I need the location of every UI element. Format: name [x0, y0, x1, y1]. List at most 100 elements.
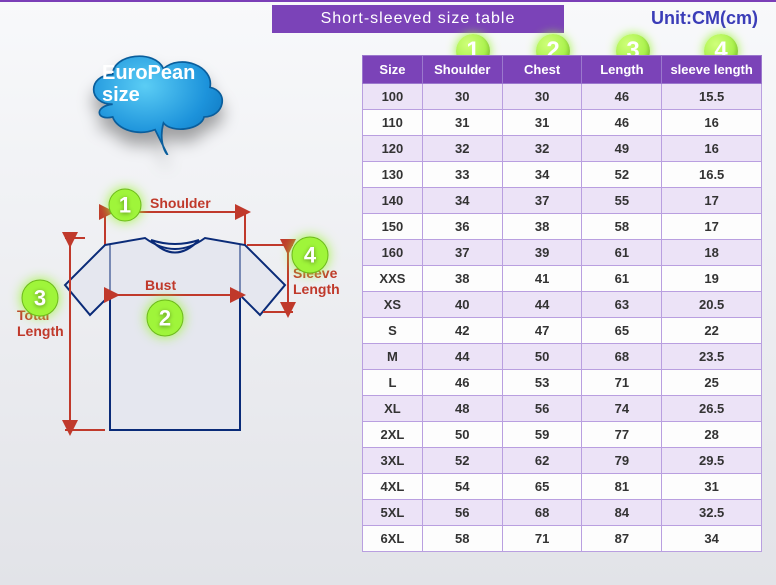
- table-cell: S: [363, 318, 423, 344]
- table-row: 15036385817: [363, 214, 762, 240]
- table-cell: 38: [422, 266, 502, 292]
- table-cell: 59: [502, 422, 582, 448]
- table-cell: 42: [422, 318, 502, 344]
- table-cell: 6XL: [363, 526, 423, 552]
- table-row: 2XL50597728: [363, 422, 762, 448]
- table-cell: 30: [502, 84, 582, 110]
- table-cell: 68: [502, 500, 582, 526]
- table-cell: 16.5: [662, 162, 762, 188]
- col-size: Size: [363, 56, 423, 84]
- table-cell: 4XL: [363, 474, 423, 500]
- col-shoulder: Shoulder: [422, 56, 502, 84]
- svg-text:4: 4: [304, 243, 317, 268]
- table-cell: 71: [502, 526, 582, 552]
- table-cell: 48: [422, 396, 502, 422]
- table-cell: 26.5: [662, 396, 762, 422]
- col-chest: Chest: [502, 56, 582, 84]
- table-cell: 150: [363, 214, 423, 240]
- table-cell: 110: [363, 110, 423, 136]
- table-row: 6XL58718734: [363, 526, 762, 552]
- table-cell: 84: [582, 500, 662, 526]
- table-cell: 74: [582, 396, 662, 422]
- table-cell: 41: [502, 266, 582, 292]
- svg-text:1: 1: [119, 193, 131, 218]
- table-cell: 58: [582, 214, 662, 240]
- table-cell: XL: [363, 396, 423, 422]
- table-cell: 46: [582, 110, 662, 136]
- table-cell: 36: [422, 214, 502, 240]
- table-cell: 77: [582, 422, 662, 448]
- table-cell: 47: [502, 318, 582, 344]
- table-row: 4XL54658131: [363, 474, 762, 500]
- table-cell: 52: [582, 162, 662, 188]
- table-cell: 31: [422, 110, 502, 136]
- table-cell: 46: [582, 84, 662, 110]
- table-cell: 49: [582, 136, 662, 162]
- table-cell: 25: [662, 370, 762, 396]
- table-cell: 37: [422, 240, 502, 266]
- table-cell: 2XL: [363, 422, 423, 448]
- table-cell: 20.5: [662, 292, 762, 318]
- label-shoulder: Shoulder: [150, 195, 211, 211]
- table-cell: 16: [662, 110, 762, 136]
- table-cell: 140: [363, 188, 423, 214]
- svg-text:3: 3: [34, 286, 46, 311]
- table-cell: 17: [662, 188, 762, 214]
- table-cell: 31: [502, 110, 582, 136]
- table-cell: 71: [582, 370, 662, 396]
- table-cell: 23.5: [662, 344, 762, 370]
- table-cell: 34: [502, 162, 582, 188]
- col-sleeve-length: sleeve length: [662, 56, 762, 84]
- table-cell: 63: [582, 292, 662, 318]
- table-cell: 52: [422, 448, 502, 474]
- table-cell: 65: [502, 474, 582, 500]
- table-cell: 37: [502, 188, 582, 214]
- table-cell: M: [363, 344, 423, 370]
- table-cell: 160: [363, 240, 423, 266]
- table-row: 5XL56688432.5: [363, 500, 762, 526]
- table-cell: 39: [502, 240, 582, 266]
- cloud-text: EuroPean size: [102, 62, 212, 106]
- table-cell: XXS: [363, 266, 423, 292]
- table-cell: 18: [662, 240, 762, 266]
- table-cell: 29.5: [662, 448, 762, 474]
- table-row: M44506823.5: [363, 344, 762, 370]
- table-cell: 58: [422, 526, 502, 552]
- table-cell: 32.5: [662, 500, 762, 526]
- table-cell: 61: [582, 240, 662, 266]
- table-cell: 28: [662, 422, 762, 448]
- label-sleeve-length-2: Length: [293, 281, 340, 297]
- table-cell: 33: [422, 162, 502, 188]
- table-cell: 34: [422, 188, 502, 214]
- table-cell: 16: [662, 136, 762, 162]
- table-row: 13033345216.5: [363, 162, 762, 188]
- table-row: 14034375517: [363, 188, 762, 214]
- table-cell: 61: [582, 266, 662, 292]
- table-cell: 87: [582, 526, 662, 552]
- table-cell: 19: [662, 266, 762, 292]
- table-row: 3XL52627929.5: [363, 448, 762, 474]
- table-row: L46537125: [363, 370, 762, 396]
- table-cell: 3XL: [363, 448, 423, 474]
- label-bust: Bust: [145, 277, 176, 293]
- table-cell: XS: [363, 292, 423, 318]
- table-row: 12032324916: [363, 136, 762, 162]
- table-cell: 38: [502, 214, 582, 240]
- table-cell: 46: [422, 370, 502, 396]
- table-cell: 79: [582, 448, 662, 474]
- svg-text:2: 2: [159, 306, 171, 331]
- table-cell: 31: [662, 474, 762, 500]
- table-cell: 5XL: [363, 500, 423, 526]
- chart-title: Short-sleeved size table: [272, 5, 564, 33]
- table-cell: 17: [662, 214, 762, 240]
- table-cell: 68: [582, 344, 662, 370]
- table-row: XL48567426.5: [363, 396, 762, 422]
- table-cell: 50: [422, 422, 502, 448]
- table-cell: 15.5: [662, 84, 762, 110]
- table-cell: 81: [582, 474, 662, 500]
- table-cell: 44: [422, 344, 502, 370]
- table-row: XS40446320.5: [363, 292, 762, 318]
- table-row: 10030304615.5: [363, 84, 762, 110]
- table-cell: 34: [662, 526, 762, 552]
- table-cell: 30: [422, 84, 502, 110]
